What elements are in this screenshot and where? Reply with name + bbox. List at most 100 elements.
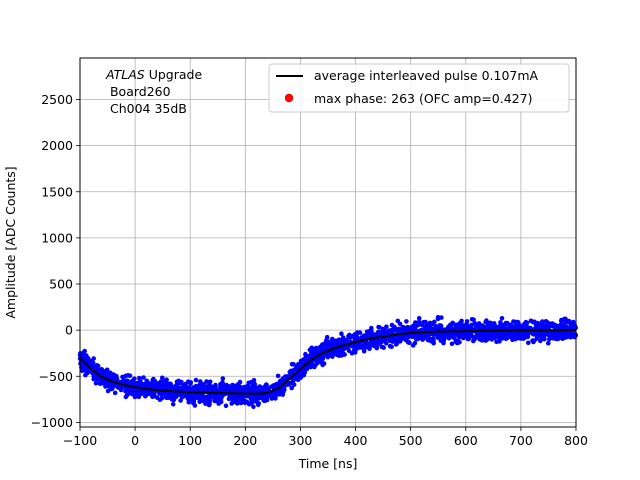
atlas-annotation: ATLAS Upgrade Board260 Ch004 35dB — [105, 67, 202, 116]
sample-point — [126, 379, 131, 385]
sample-point — [434, 332, 439, 337]
sample-point — [118, 387, 124, 393]
sample-point — [160, 375, 165, 381]
plot-frame — [79, 57, 577, 428]
sample-point — [555, 336, 561, 342]
sample-point — [147, 382, 153, 387]
sample-point — [170, 384, 175, 390]
sample-point — [458, 326, 463, 332]
sample-point — [232, 397, 237, 403]
sample-point — [563, 316, 568, 322]
sample-point — [503, 332, 508, 338]
sample-point — [395, 318, 401, 324]
sample-point — [144, 392, 150, 397]
sample-point — [113, 374, 118, 379]
sample-point — [365, 343, 371, 349]
sample-point — [450, 334, 455, 339]
sample-point — [148, 392, 153, 397]
sample-point — [223, 403, 229, 409]
legend-entry-max-phase: max phase: 263 (OFC amp=0.427) — [314, 91, 532, 106]
sample-point — [494, 339, 499, 345]
x-tick-label: −100 — [63, 433, 97, 448]
sample-point — [516, 333, 521, 339]
y-tick-label: 0 — [65, 323, 73, 338]
sample-point — [169, 396, 175, 402]
sample-point — [498, 334, 504, 340]
sample-point — [502, 322, 508, 327]
sample-point — [104, 367, 110, 373]
y-axis-ticks: −1000 −500 0 500 1000 1500 2000 2500 — [31, 92, 80, 430]
sample-point — [449, 325, 454, 330]
annotation-rest: Upgrade — [145, 67, 203, 82]
sample-point — [154, 385, 159, 391]
sample-point — [275, 373, 281, 379]
sample-point — [197, 387, 202, 392]
x-axis-ticks: −100 0 100 200 300 400 500 600 700 800 — [63, 427, 588, 448]
x-tick-label: 500 — [399, 433, 423, 448]
sample-point — [390, 328, 395, 334]
sample-point — [170, 402, 176, 407]
sample-point — [92, 365, 98, 370]
sample-point — [340, 346, 346, 352]
sample-point — [137, 375, 142, 381]
sample-point — [247, 388, 252, 394]
sample-point — [311, 347, 317, 353]
sample-point — [99, 377, 105, 383]
sample-point — [219, 384, 224, 390]
sample-point — [357, 330, 363, 336]
sample-point — [123, 388, 129, 394]
legend: average interleaved pulse 0.107mA max ph… — [268, 63, 570, 113]
sample-point — [173, 394, 179, 400]
sample-point — [456, 331, 461, 337]
sample-point — [339, 331, 344, 337]
sample-point — [132, 392, 137, 397]
sample-point — [521, 336, 526, 341]
sample-point — [431, 340, 437, 346]
sample-point — [492, 335, 497, 341]
sample-point — [392, 335, 398, 340]
sample-point — [377, 325, 382, 330]
x-tick-label: 800 — [564, 433, 588, 448]
sample-point — [465, 331, 471, 337]
sample-point — [561, 331, 566, 337]
sample-point — [450, 320, 456, 326]
sample-point — [120, 374, 125, 380]
sample-point — [548, 331, 553, 336]
sample-point — [251, 398, 257, 404]
x-tick-label: 700 — [509, 433, 533, 448]
sample-point — [256, 395, 262, 400]
sample-point — [308, 352, 314, 358]
sample-point — [127, 373, 133, 379]
sample-point — [360, 345, 365, 350]
sample-point — [540, 319, 545, 324]
sample-point — [416, 316, 422, 321]
sample-point — [317, 345, 323, 350]
sample-point — [326, 339, 332, 345]
sample-point — [346, 348, 352, 354]
y-tick-label: −1000 — [31, 415, 73, 430]
sample-point — [312, 363, 317, 368]
sample-point — [423, 319, 428, 325]
sample-point — [291, 382, 297, 387]
sample-point — [188, 393, 193, 399]
sample-point — [339, 353, 345, 358]
sample-point — [154, 395, 160, 400]
sample-point — [525, 325, 530, 330]
y-tick-label: 1500 — [41, 184, 73, 199]
sample-point — [164, 377, 169, 383]
sample-point — [91, 376, 96, 382]
sample-point — [262, 394, 267, 400]
sample-point — [426, 325, 432, 330]
sample-point — [193, 377, 199, 383]
sample-point — [455, 338, 461, 343]
x-axis-label: Time [ns] — [298, 456, 358, 471]
sample-point — [386, 336, 391, 341]
sample-point — [413, 325, 418, 330]
sample-point — [479, 338, 485, 343]
sample-point — [272, 383, 278, 389]
sample-point — [498, 322, 504, 327]
sample-point — [459, 322, 465, 327]
sample-point — [162, 381, 167, 386]
sample-point — [396, 326, 401, 332]
sample-point — [330, 354, 335, 359]
